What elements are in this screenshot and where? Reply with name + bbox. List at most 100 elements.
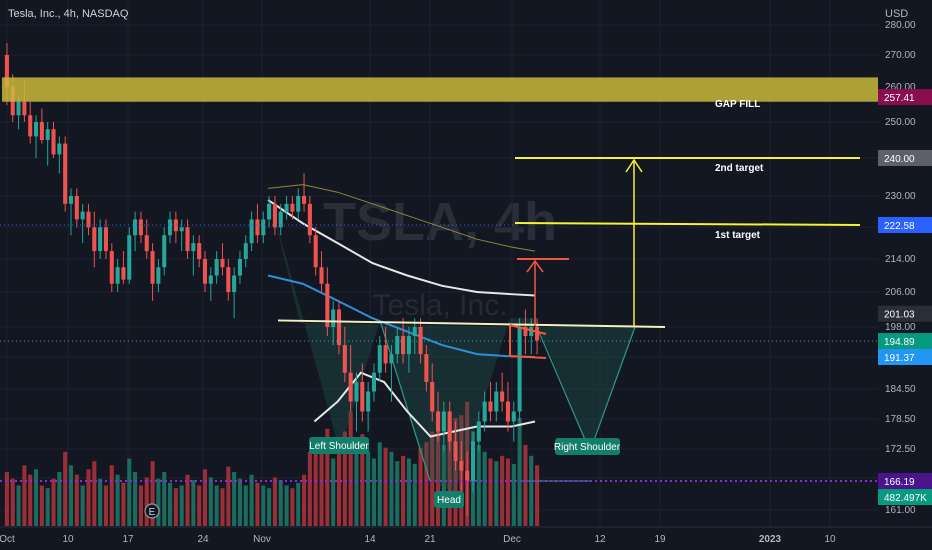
price-tag-label: 191.37 bbox=[884, 353, 915, 364]
price-tags: 257.41 240.00 222.58 201.03 194.89 191.37 166.… bbox=[878, 89, 932, 505]
candle-body bbox=[331, 309, 336, 327]
volume-bar bbox=[395, 461, 400, 526]
candle-body bbox=[22, 101, 27, 116]
candle-body bbox=[39, 122, 44, 140]
candle-body bbox=[482, 401, 487, 422]
volume-bar bbox=[28, 474, 33, 526]
volume-bar bbox=[406, 458, 411, 526]
volume-bar bbox=[80, 485, 85, 526]
svg-text:Left Shoulder: Left Shoulder bbox=[309, 441, 369, 452]
volume-bar bbox=[156, 478, 161, 526]
candle-body bbox=[243, 243, 248, 259]
time-tick-label: 2023 bbox=[759, 534, 782, 545]
price-tag: 194.89 bbox=[878, 333, 932, 350]
candle-body bbox=[63, 143, 68, 204]
candle-body bbox=[267, 203, 272, 220]
svg-text:Head: Head bbox=[437, 495, 461, 506]
price-tick-label: 260.00 bbox=[885, 82, 916, 93]
price-tag-box bbox=[878, 305, 932, 322]
time-tick-label: Dec bbox=[503, 534, 521, 545]
candle-body bbox=[348, 372, 353, 402]
svg-text:Right Shoulder: Right Shoulder bbox=[554, 442, 621, 453]
candle-body bbox=[459, 461, 464, 471]
price-tick-label: 214.00 bbox=[885, 254, 916, 265]
candle-body bbox=[453, 441, 458, 462]
pattern-fill bbox=[270, 199, 635, 493]
candle-body bbox=[272, 203, 277, 228]
volume-bar bbox=[371, 458, 376, 526]
price-tick-label: 184.50 bbox=[885, 384, 916, 395]
volume-bar bbox=[278, 480, 283, 526]
gap-zone bbox=[2, 77, 878, 102]
volume-bar bbox=[115, 474, 120, 526]
volume-bar bbox=[505, 458, 510, 526]
volume-bar bbox=[162, 472, 167, 526]
volume-bar bbox=[290, 488, 295, 526]
volume-bar bbox=[133, 472, 138, 526]
candle-body bbox=[51, 129, 56, 155]
volume-bar bbox=[494, 461, 499, 526]
volume-bar bbox=[453, 418, 458, 526]
candle-body bbox=[28, 115, 33, 137]
volume-bar bbox=[63, 451, 68, 526]
volume-bar bbox=[377, 442, 382, 526]
candle-body bbox=[92, 227, 97, 252]
volume-bar bbox=[168, 482, 173, 526]
price-tag-label: 482.497K bbox=[884, 493, 927, 504]
volume-bars bbox=[4, 401, 540, 526]
volume-bar bbox=[331, 458, 336, 526]
candle-body bbox=[109, 251, 114, 284]
price-tag-box bbox=[878, 89, 932, 105]
candle-body bbox=[115, 267, 120, 284]
candle-body bbox=[436, 411, 441, 432]
candle-body bbox=[307, 203, 312, 236]
time-tick-label: 14 bbox=[364, 534, 376, 545]
candle-body bbox=[395, 336, 400, 355]
volume-bar bbox=[86, 469, 91, 526]
candle-body bbox=[290, 203, 295, 212]
volume-bar bbox=[441, 445, 446, 526]
candle-body bbox=[86, 211, 91, 228]
price-tag-label: 166.19 bbox=[884, 477, 915, 488]
watermark-name: Tesla, Inc. bbox=[372, 289, 507, 322]
price-tag-label: 222.58 bbox=[884, 221, 915, 232]
volume-bar bbox=[214, 485, 219, 526]
price-tick-label: 230.00 bbox=[885, 191, 916, 202]
ma-white-upper-line bbox=[267, 199, 536, 297]
candle-body bbox=[284, 203, 289, 212]
time-axis-background bbox=[0, 527, 932, 550]
time-tick-label: Oct bbox=[0, 534, 15, 545]
symbol-title: Tesla, Inc., 4h, NASDAQ bbox=[8, 8, 129, 20]
candle-body bbox=[80, 211, 85, 220]
price-tick-label: 161.00 bbox=[885, 505, 916, 516]
red-arrow-head bbox=[526, 259, 544, 273]
candle-body bbox=[16, 101, 21, 116]
earnings-icon[interactable]: E bbox=[144, 503, 160, 519]
price-tick-label: 250.00 bbox=[885, 117, 916, 128]
volume-bar bbox=[34, 469, 39, 526]
volume-bar bbox=[103, 485, 108, 526]
flag-bottom-line bbox=[509, 355, 547, 359]
volume-bar bbox=[144, 477, 149, 526]
target-arrow-head bbox=[625, 158, 643, 173]
candle-body bbox=[500, 391, 505, 402]
time-axis[interactable]: Oct 10 17 24 Nov 14 21 Dec 12 19 2023 10 bbox=[0, 534, 836, 545]
volume-bar bbox=[412, 463, 417, 526]
volume-bar bbox=[313, 442, 318, 526]
volume-bar bbox=[39, 485, 44, 526]
candle-body bbox=[103, 227, 108, 252]
candle-body bbox=[366, 391, 371, 412]
volume-bar bbox=[22, 465, 27, 526]
price-tag-box bbox=[878, 473, 932, 489]
gap-fill-label: GAP FILL bbox=[715, 99, 760, 110]
candle-body bbox=[447, 411, 452, 442]
price-tick-label: 270.00 bbox=[885, 50, 916, 61]
volume-bar bbox=[424, 442, 429, 526]
ma-blue-line bbox=[267, 274, 536, 358]
volume-bar bbox=[319, 447, 324, 526]
volume-bar bbox=[529, 455, 534, 526]
candle-body bbox=[517, 327, 522, 412]
volume-bar bbox=[92, 461, 97, 526]
price-tag-box bbox=[878, 150, 932, 166]
